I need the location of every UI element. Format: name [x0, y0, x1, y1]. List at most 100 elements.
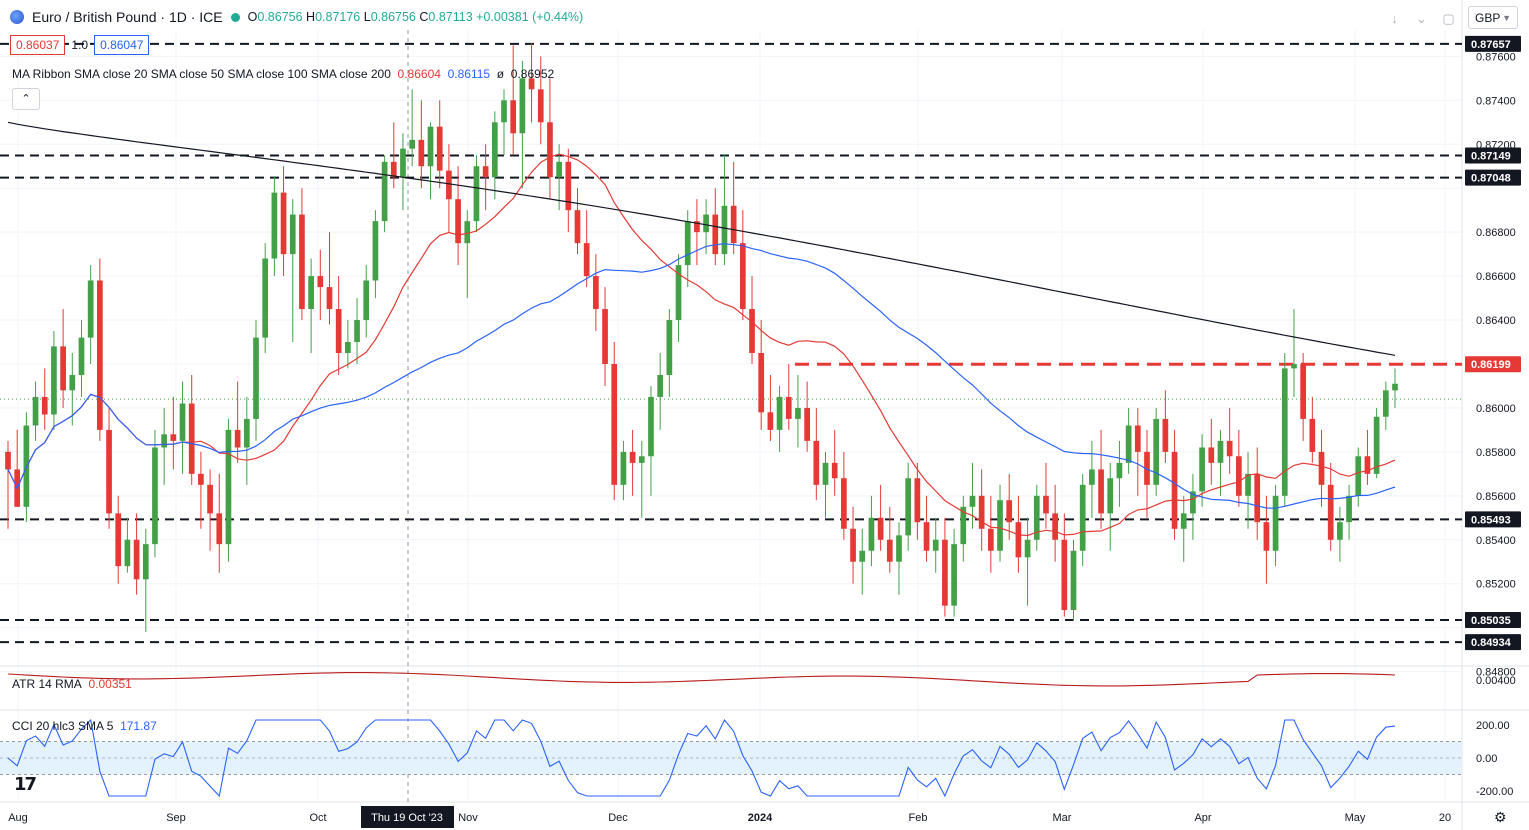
- candle-body: [730, 205, 737, 244]
- candle-body: [87, 280, 94, 338]
- scroll-down-icon[interactable]: ↓: [1391, 11, 1398, 26]
- candle-body: [1318, 451, 1325, 485]
- price-tick: 0.85200: [1476, 579, 1516, 591]
- candle-body: [179, 403, 186, 441]
- candle-body: [1052, 513, 1058, 540]
- candle-body: [537, 89, 544, 123]
- candle-body: [1217, 440, 1224, 463]
- candle-body: [510, 100, 517, 134]
- candle-body: [1355, 456, 1362, 496]
- atr-legend[interactable]: ATR 14 RMA 0.00351: [12, 677, 132, 691]
- price-axis[interactable]: 0.876000.874000.872000.868000.866000.864…: [1465, 35, 1521, 679]
- time-tick: 20: [1439, 812, 1451, 824]
- candle-body: [345, 342, 351, 353]
- candle-body: [97, 280, 103, 430]
- candle-body: [115, 513, 122, 567]
- candle-body: [868, 517, 875, 551]
- level-price-tag: [1465, 634, 1521, 651]
- candle-body: [225, 429, 232, 545]
- candle-body: [1226, 440, 1233, 457]
- candle-body: [703, 214, 709, 233]
- atr-line: [7, 672, 1396, 687]
- cci-line: [7, 718, 1396, 798]
- level-price-label: 0.87657: [1471, 39, 1511, 51]
- candle-body: [390, 161, 397, 178]
- price-tick: 0.85400: [1476, 535, 1516, 547]
- cci-legend[interactable]: CCI 20 hlc3 SMA 5 171.87: [12, 719, 157, 733]
- bid-ask-panel: 0.86037 1.0 0.86047: [10, 35, 150, 55]
- candle-body: [896, 535, 902, 562]
- time-tick: Nov: [458, 812, 478, 824]
- candle-body: [629, 451, 636, 463]
- level-price-tag: [1465, 147, 1521, 164]
- candle-body: [923, 522, 930, 551]
- candle-body: [271, 192, 278, 259]
- candle-body: [831, 462, 838, 479]
- candle-body: [969, 495, 976, 507]
- tradingview-logo: 17: [14, 774, 37, 795]
- candle-body: [501, 100, 507, 123]
- sma20-line: [7, 153, 1396, 537]
- candle-body: [611, 363, 618, 485]
- candle-body: [51, 346, 57, 415]
- sell-price[interactable]: 0.86037: [10, 35, 66, 55]
- candle-body: [813, 440, 820, 485]
- level-price-tag: [1465, 35, 1521, 52]
- candle-body: [198, 473, 204, 485]
- candle-body: [234, 429, 241, 448]
- minimize-icon[interactable]: ⌄: [1416, 11, 1427, 26]
- candle-body: [1089, 469, 1095, 485]
- time-tick: Apr: [1194, 812, 1211, 824]
- market-status-icon: [230, 12, 240, 22]
- candle-body: [41, 396, 48, 415]
- candle-body: [1144, 451, 1150, 485]
- price-tick: 0.87600: [1476, 51, 1516, 63]
- candle-body: [491, 122, 498, 178]
- candle-body: [1079, 484, 1086, 551]
- candle-body: [602, 309, 608, 364]
- candle-body: [556, 161, 562, 178]
- candle-body: [436, 126, 443, 171]
- cci-tick: -200.00: [1476, 786, 1513, 798]
- collapse-legend-button[interactable]: ⌃: [12, 88, 40, 110]
- level-price-label: 0.84934: [1471, 637, 1512, 649]
- chart-toolbar: ↓ ⌄ ▢: [1385, 9, 1458, 28]
- candle-body: [188, 403, 195, 474]
- time-tick: Sep: [166, 812, 186, 824]
- candle-body: [1300, 363, 1306, 419]
- gear-icon[interactable]: ⚙: [1494, 809, 1507, 825]
- candle-body: [528, 78, 535, 90]
- candle-body: [694, 221, 700, 233]
- time-tick: May: [1345, 812, 1366, 824]
- candle-body: [1043, 495, 1049, 514]
- symbol-title[interactable]: Euro / British Pound · 1D · ICE: [32, 9, 223, 25]
- candle-body: [721, 205, 728, 255]
- chevron-down-icon: ▼: [1502, 13, 1511, 23]
- candle-body: [666, 320, 673, 375]
- time-axis[interactable]: Aug Sep Oct Nov Dec 2024 Feb Mar Apr May 20 Thu 19 …: [8, 806, 1451, 828]
- candle-body: [317, 276, 324, 288]
- level-price-tag: [1465, 356, 1521, 373]
- candle-body: [1125, 425, 1132, 463]
- candle-body: [69, 374, 76, 391]
- candle-body: [583, 243, 590, 277]
- ma-ribbon-legend[interactable]: MA Ribbon SMA close 20 SMA close 50 SMA …: [12, 67, 555, 81]
- cci-pane: 200.00 0.00 -200.00: [0, 718, 1513, 798]
- candle-body: [1199, 447, 1205, 492]
- candle-body: [942, 539, 948, 606]
- horizontal-levels: [0, 42, 1462, 644]
- currency-select[interactable]: GBP ▼: [1468, 6, 1518, 29]
- candle-body: [1373, 416, 1380, 474]
- candle-body: [1272, 495, 1279, 551]
- candle-body: [289, 214, 296, 255]
- candle-body: [161, 434, 167, 448]
- buy-price[interactable]: 0.86047: [94, 35, 150, 55]
- candle-body: [1190, 491, 1196, 514]
- candle-body: [1033, 495, 1040, 540]
- candle-body: [1281, 368, 1288, 496]
- candle-body: [354, 320, 360, 343]
- candle-body: [574, 210, 581, 244]
- maximize-icon[interactable]: ▢: [1442, 11, 1455, 26]
